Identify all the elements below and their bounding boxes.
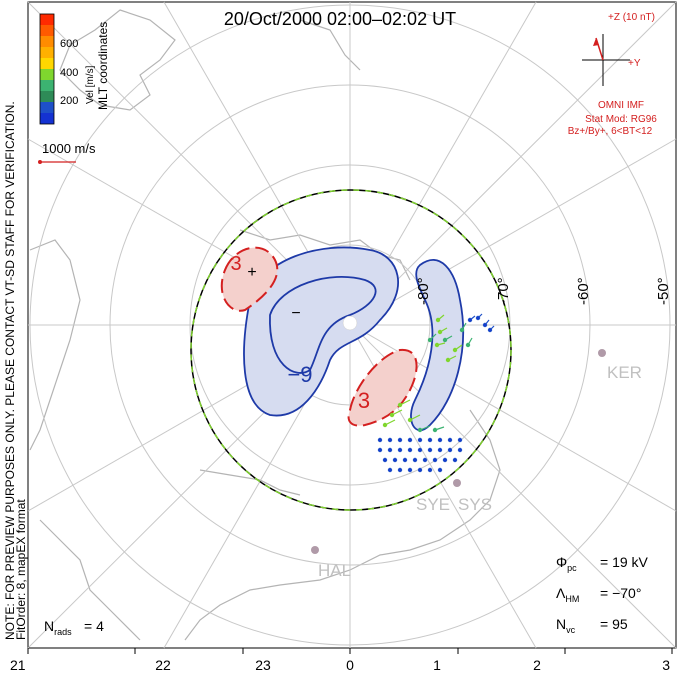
coord-label: MLT coordinates bbox=[96, 22, 110, 110]
imf-indicator: +Z (10 nT) +Y OMNI IMF Stat Mod: RG96 Bz… bbox=[568, 12, 658, 137]
velocity-vectors bbox=[377, 313, 495, 473]
coastline bbox=[59, 9, 176, 111]
colorbar: 600 400 200 Vel [m/s] bbox=[39, 13, 96, 125]
neg-contour-label: −9 bbox=[287, 362, 312, 387]
pos-max-marker: + bbox=[247, 264, 256, 281]
lambda-hm-value: = −70° bbox=[600, 585, 641, 601]
n-rads-symbol: Nrads bbox=[44, 618, 72, 637]
negative-cell-inner bbox=[269, 276, 377, 374]
coastline bbox=[29, 239, 81, 451]
colorbar-swatch bbox=[40, 80, 54, 91]
n-vc-symbol: Nvc bbox=[556, 616, 576, 635]
colorbar-frame bbox=[39, 13, 55, 125]
preview-note: NOTE: FOR PREVIEW PURPOSES ONLY. PLEASE … bbox=[3, 101, 17, 640]
hm-boundary-green bbox=[190, 189, 512, 511]
scale-label: 1000 m/s bbox=[42, 141, 96, 156]
mlt-label-21: 21 bbox=[10, 657, 26, 673]
mlt-label-3: 3 bbox=[662, 657, 670, 673]
mlt-label-23: 23 bbox=[255, 657, 271, 673]
mlt-label-22: 22 bbox=[155, 657, 171, 673]
coastline bbox=[184, 409, 501, 641]
colorbar-swatch bbox=[40, 47, 54, 58]
station-marker bbox=[453, 479, 461, 487]
colorbar-swatch bbox=[40, 58, 54, 69]
velocity-scale: 1000 m/s bbox=[38, 141, 96, 164]
fit-order-note: FitOrder: 8, mapEX format bbox=[14, 499, 28, 640]
colorbar-swatch bbox=[40, 113, 54, 124]
colorbar-swatch bbox=[40, 91, 54, 102]
station-marker bbox=[598, 349, 606, 357]
lambda-hm-symbol: ΛHM bbox=[556, 585, 579, 604]
station-label: SYE bbox=[416, 495, 450, 514]
colorbar-tick: 600 bbox=[60, 38, 78, 50]
positive-cell-dawn bbox=[347, 348, 418, 427]
positive-cell-dusk bbox=[220, 246, 279, 312]
vectors-teal bbox=[417, 322, 473, 433]
imf-source: OMNI IMF bbox=[598, 100, 644, 111]
pole-marker bbox=[342, 315, 358, 331]
imf-y-label: +Y bbox=[628, 58, 641, 69]
colorbar-tick: 400 bbox=[60, 67, 78, 79]
pos-contour-label-2: 3 bbox=[358, 388, 370, 413]
mlt-axis: 21 22 23 0 1 2 3 bbox=[10, 648, 673, 673]
vectors-green bbox=[382, 314, 463, 428]
lat-label-50: -50° bbox=[655, 277, 672, 305]
vectors-blue bbox=[377, 313, 495, 473]
map-title: 20/Oct/2000 02:00–02:02 UT bbox=[224, 9, 456, 29]
station-label: KER bbox=[607, 363, 642, 382]
coastline bbox=[39, 519, 141, 641]
colorbar-label: Vel [m/s] bbox=[85, 65, 96, 104]
negative-cell-outer bbox=[243, 246, 399, 417]
coastline bbox=[299, 19, 361, 71]
mlt-label-0: 0 bbox=[346, 657, 354, 673]
station-marker bbox=[311, 546, 319, 554]
n-vc-value: = 95 bbox=[600, 616, 628, 632]
station-sye-sys: SYE SYS bbox=[416, 479, 492, 514]
colorbar-swatch bbox=[40, 25, 54, 36]
coastline bbox=[239, 229, 411, 281]
phi-pc-symbol: Φpc bbox=[556, 554, 577, 573]
coastline bbox=[199, 469, 301, 496]
lat-label-80: -80° bbox=[415, 277, 432, 305]
station-ker: KER bbox=[598, 349, 642, 382]
colorbar-swatch bbox=[40, 69, 54, 80]
mlt-label-1: 1 bbox=[433, 657, 441, 673]
station-label: HAL bbox=[318, 561, 351, 580]
coastlines bbox=[29, 9, 501, 641]
station-hal: HAL bbox=[311, 546, 351, 580]
station-label: SYS bbox=[458, 495, 492, 514]
lat-label-70: -70° bbox=[495, 277, 512, 305]
mlt-label-2: 2 bbox=[533, 657, 541, 673]
n-rads-value: = 4 bbox=[84, 618, 104, 634]
stat-model: Stat Mod: RG96 bbox=[585, 114, 657, 125]
colorbar-swatch bbox=[40, 102, 54, 113]
phi-pc-value: = 19 kV bbox=[600, 554, 649, 570]
colorbar-tick: 200 bbox=[60, 95, 78, 107]
lat-label-60: -60° bbox=[575, 277, 592, 305]
pos-contour-label-1: 3 bbox=[230, 253, 241, 275]
imf-condition: Bz+/By+, 6<BT<12 bbox=[568, 126, 653, 137]
colorbar-swatch bbox=[40, 14, 54, 25]
neg-min-marker: − bbox=[291, 305, 300, 322]
stats-panel: Φpc = 19 kV ΛHM = −70° Nvc = 95 Nrads = … bbox=[44, 554, 649, 637]
colorbar-swatch bbox=[40, 36, 54, 47]
imf-z-label: +Z (10 nT) bbox=[608, 12, 655, 23]
imf-arrowhead bbox=[593, 38, 599, 46]
